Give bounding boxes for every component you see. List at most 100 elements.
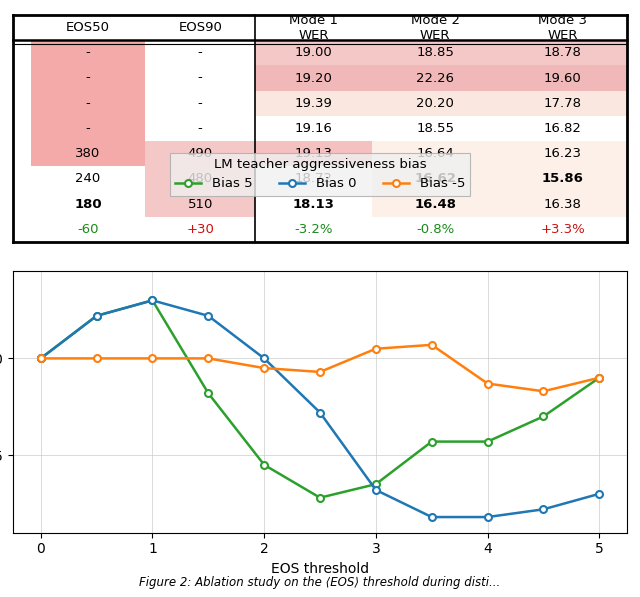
Bias -5	[484, 380, 492, 387]
Bar	[255, 141, 372, 167]
Bias 0	[204, 312, 212, 319]
Text: 18.85: 18.85	[416, 47, 454, 59]
Text: Mode 1
WER: Mode 1 WER	[289, 14, 339, 42]
Bias -5	[37, 355, 45, 362]
Bar	[372, 192, 498, 217]
Text: +30: +30	[186, 223, 214, 236]
Bar	[372, 66, 498, 91]
Bar	[31, 40, 145, 66]
Bar	[372, 141, 498, 167]
Bias 5	[260, 461, 268, 469]
Text: -: -	[198, 122, 203, 135]
Line: Bias 5: Bias 5	[37, 297, 603, 501]
Bias 0	[595, 490, 603, 497]
Text: 16.48: 16.48	[414, 198, 456, 211]
Text: 18.55: 18.55	[416, 122, 454, 135]
Bar	[498, 167, 627, 192]
Bias -5	[93, 355, 100, 362]
Text: -: -	[86, 97, 90, 110]
Bar	[145, 192, 255, 217]
Bias -5	[595, 374, 603, 381]
Text: EOS50: EOS50	[66, 21, 110, 34]
Text: -3.2%: -3.2%	[294, 223, 333, 236]
Bar	[372, 167, 498, 192]
Text: -: -	[198, 47, 203, 59]
Text: Mode 2
WER: Mode 2 WER	[411, 14, 460, 42]
Text: -: -	[198, 72, 203, 85]
Bias 5	[204, 390, 212, 397]
Text: Mode 3
WER: Mode 3 WER	[538, 14, 587, 42]
Text: 16.64: 16.64	[417, 147, 454, 160]
Text: 16.82: 16.82	[544, 122, 582, 135]
Bias 5	[540, 413, 547, 420]
Bias 0	[484, 513, 492, 521]
Bias 5	[372, 481, 380, 488]
Bias -5	[148, 355, 156, 362]
Bias 5	[316, 494, 324, 501]
Text: 18.72: 18.72	[295, 173, 333, 186]
Text: 19.20: 19.20	[295, 72, 333, 85]
Text: 15.86: 15.86	[541, 173, 584, 186]
Text: 19.13: 19.13	[295, 147, 333, 160]
Bias 0	[540, 506, 547, 513]
Bias 0	[372, 487, 380, 494]
Legend: Bias 5, Bias 0, Bias -5: Bias 5, Bias 0, Bias -5	[170, 153, 470, 196]
Text: 18.13: 18.13	[293, 198, 335, 211]
Bar	[31, 116, 145, 141]
Text: Figure 2: Ablation study on the ⟨EOS⟩ threshold during disti...: Figure 2: Ablation study on the ⟨EOS⟩ th…	[140, 576, 500, 589]
Text: +3.3%: +3.3%	[540, 223, 585, 236]
Text: 16.23: 16.23	[544, 147, 582, 160]
Text: -: -	[86, 47, 90, 59]
Bar	[255, 91, 372, 116]
Bias 5	[595, 374, 603, 381]
Text: EOS90: EOS90	[179, 21, 222, 34]
Text: -: -	[198, 97, 203, 110]
Bias 0	[148, 297, 156, 304]
Text: 20.20: 20.20	[416, 97, 454, 110]
Text: 19.39: 19.39	[295, 97, 333, 110]
Text: 480: 480	[188, 173, 212, 186]
Text: 180: 180	[74, 198, 102, 211]
Bar	[255, 40, 372, 66]
Text: 19.16: 19.16	[295, 122, 333, 135]
Bias 0	[428, 513, 436, 521]
Text: 18.78: 18.78	[544, 47, 582, 59]
X-axis label: EOS threshold: EOS threshold	[271, 562, 369, 576]
Bias 5	[428, 438, 436, 445]
Text: 380: 380	[76, 147, 100, 160]
Bias 5	[93, 312, 100, 319]
Bar	[145, 141, 255, 167]
Bias -5	[316, 368, 324, 376]
Bar	[255, 66, 372, 91]
Bar	[31, 91, 145, 116]
Text: 16.38: 16.38	[544, 198, 582, 211]
Text: 17.78: 17.78	[544, 97, 582, 110]
Bar	[498, 91, 627, 116]
Text: 22.26: 22.26	[416, 72, 454, 85]
Bar	[498, 40, 627, 66]
Bias -5	[428, 341, 436, 349]
Bar	[498, 141, 627, 167]
Text: 490: 490	[188, 147, 212, 160]
Bar	[145, 167, 255, 192]
Bias 5	[484, 438, 492, 445]
Bar	[372, 91, 498, 116]
Text: 16.62: 16.62	[414, 173, 456, 186]
Text: 19.00: 19.00	[295, 47, 333, 59]
Bias 0	[93, 312, 100, 319]
Text: -: -	[86, 122, 90, 135]
Bias 0	[316, 409, 324, 416]
Bar	[31, 141, 145, 167]
Bar	[498, 192, 627, 217]
Bias 0	[260, 355, 268, 362]
Bias 0	[37, 355, 45, 362]
Text: 240: 240	[76, 173, 100, 186]
Bar	[498, 66, 627, 91]
Bias 5	[37, 355, 45, 362]
Bias -5	[372, 345, 380, 352]
Bias -5	[260, 365, 268, 372]
Bias -5	[204, 355, 212, 362]
Line: Bias 0: Bias 0	[37, 297, 603, 521]
Text: 19.60: 19.60	[544, 72, 582, 85]
Text: -: -	[86, 72, 90, 85]
